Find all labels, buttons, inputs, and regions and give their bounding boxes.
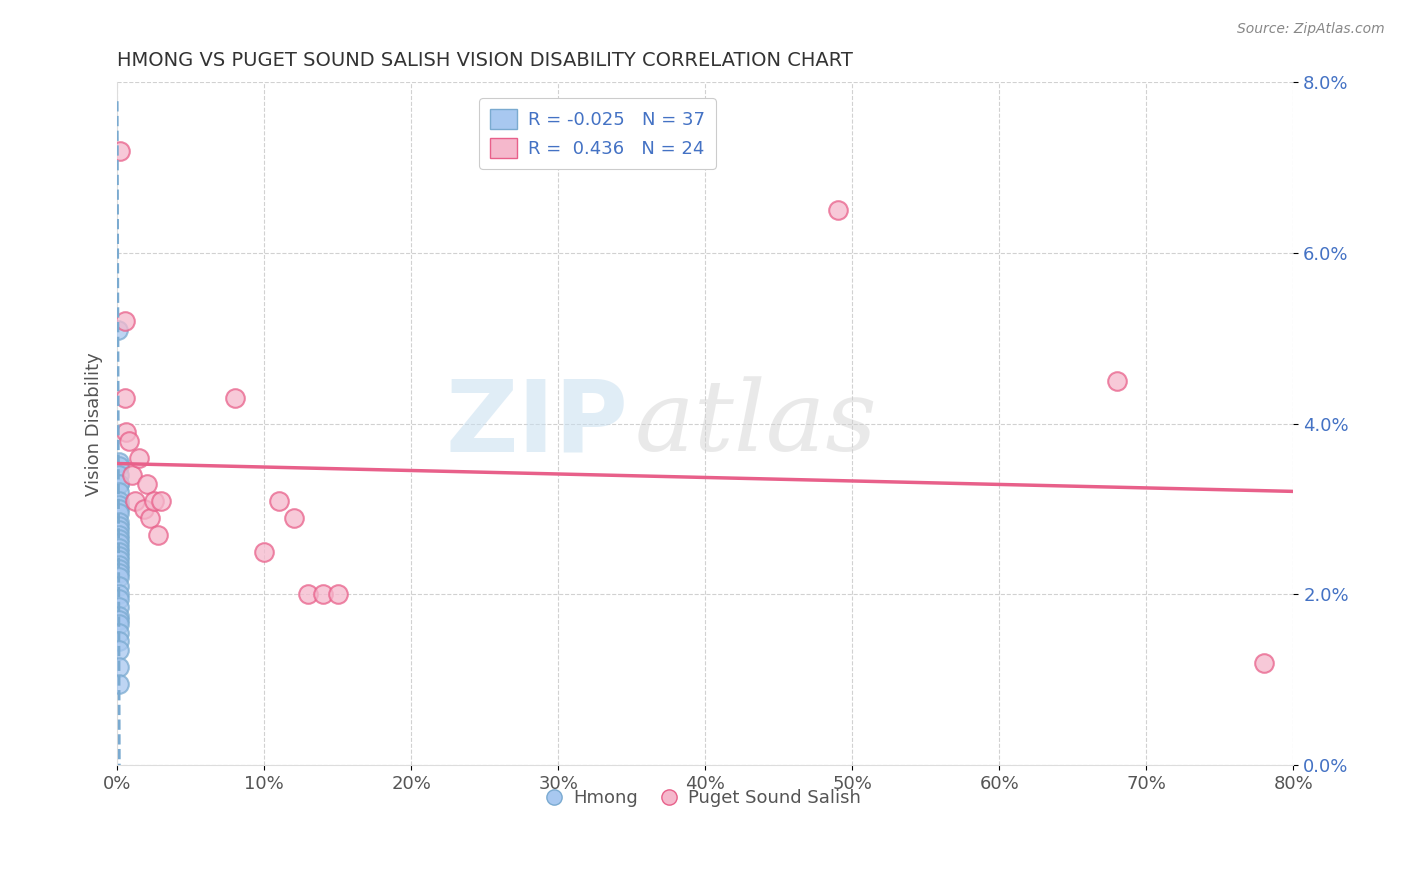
Point [107, 524, 129, 538]
Point [148, 527, 170, 541]
Text: HMONG VS PUGET SOUND SALISH VISION DISABILITY CORRELATION CHART: HMONG VS PUGET SOUND SALISH VISION DISAB… [117, 51, 853, 70]
Point [297, 587, 319, 601]
Point [326, 587, 349, 601]
Point [107, 587, 129, 601]
Point [121, 468, 143, 483]
Point [135, 476, 157, 491]
Text: ZIP: ZIP [446, 376, 628, 472]
Point [107, 485, 129, 500]
Point [107, 643, 129, 657]
Point [1105, 374, 1128, 388]
Point [253, 545, 276, 559]
Point [107, 562, 129, 576]
Y-axis label: Vision Disability: Vision Disability [86, 352, 103, 496]
Point [107, 468, 129, 483]
Point [107, 455, 129, 469]
Point [107, 545, 129, 559]
Point [114, 314, 136, 328]
Point [1253, 656, 1275, 670]
Point [107, 660, 129, 674]
Text: atlas: atlas [634, 376, 877, 472]
Point [107, 459, 129, 474]
Point [107, 532, 129, 546]
Point [107, 553, 129, 567]
Point [107, 323, 129, 337]
Point [107, 608, 129, 623]
Point [107, 570, 129, 584]
Point [107, 566, 129, 581]
Point [267, 493, 290, 508]
Point [107, 600, 129, 615]
Point [108, 144, 131, 158]
Point [107, 634, 129, 648]
Point [107, 677, 129, 691]
Point [224, 391, 246, 405]
Legend: Hmong, Puget Sound Salish: Hmong, Puget Sound Salish [543, 781, 869, 814]
Point [132, 502, 155, 516]
Point [150, 493, 173, 508]
Point [138, 510, 160, 524]
Point [107, 558, 129, 572]
Point [107, 579, 129, 593]
Point [312, 587, 335, 601]
Point [107, 617, 129, 632]
Point [124, 493, 146, 508]
Point [107, 507, 129, 521]
Point [107, 536, 129, 550]
Point [283, 510, 305, 524]
Point [827, 203, 849, 218]
Point [107, 541, 129, 555]
Point [107, 549, 129, 563]
Point [115, 425, 138, 440]
Point [107, 591, 129, 606]
Point [107, 493, 129, 508]
Point [107, 498, 129, 512]
Point [128, 450, 150, 465]
Point [107, 476, 129, 491]
Point [118, 434, 141, 448]
Point [107, 527, 129, 541]
Point [107, 515, 129, 529]
Point [107, 519, 129, 533]
Point [142, 493, 165, 508]
Point [114, 391, 136, 405]
Point [107, 613, 129, 627]
Point [107, 626, 129, 640]
Point [107, 502, 129, 516]
Text: Source: ZipAtlas.com: Source: ZipAtlas.com [1237, 22, 1385, 37]
Point [107, 476, 129, 491]
